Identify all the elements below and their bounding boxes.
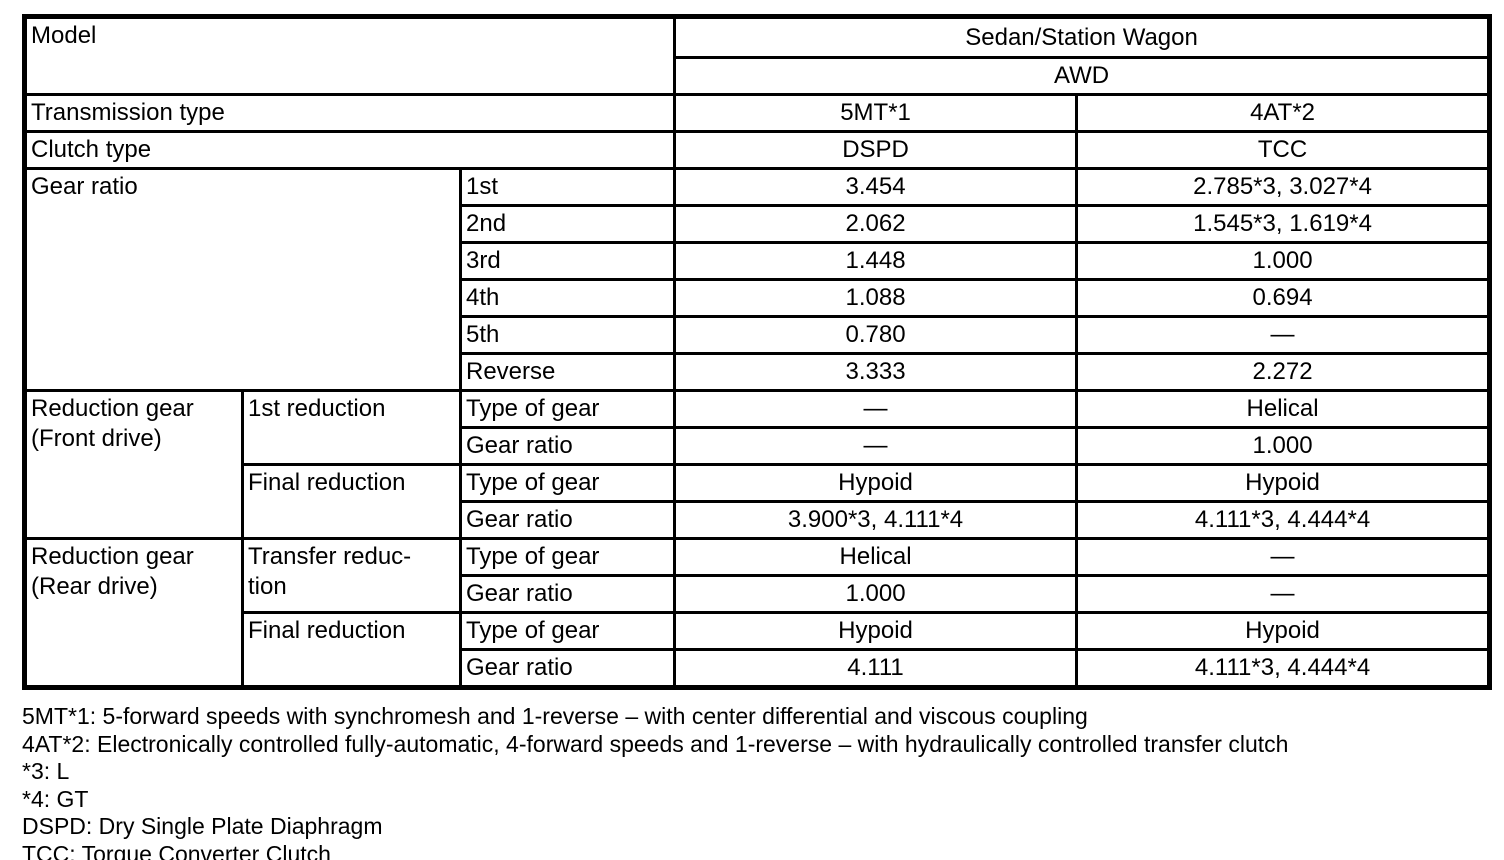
type-of-gear-label: Type of gear xyxy=(458,389,677,429)
rear-final-type-at: Hypoid xyxy=(1075,611,1492,651)
transmission-at-value: 4AT*2 xyxy=(1075,93,1492,133)
front-final-ratio-mt: 3.900*3, 4.111*4 xyxy=(673,500,1079,540)
rear-final-ratio-mt: 4.111 xyxy=(673,648,1079,689)
reduction-rear-label-line2: (Rear drive) xyxy=(31,573,158,600)
footnote-star3: *3: L xyxy=(22,758,70,784)
model-label: Model xyxy=(22,15,677,96)
row-front-1st-ratio: Gear ratio — 1.000 xyxy=(25,426,1492,466)
clutch-type-label: Clutch type xyxy=(22,130,677,170)
rear-transfer-type-mt: Helical xyxy=(673,537,1079,577)
gear-mt-value: 0.780 xyxy=(673,315,1079,355)
row-drivetrain: AWD xyxy=(25,56,1492,96)
row-front-final-ratio: Gear ratio 3.900*3, 4.111*4 4.111*3, 4.4… xyxy=(25,500,1492,540)
reduction-rear-label-line1: Reduction gear xyxy=(31,543,194,570)
row-transmission-type: Transmission type 5MT*1 4AT*2 xyxy=(22,93,1492,133)
row-rear-transfer-type: Reduction gear (Rear drive) Transfer red… xyxy=(23,537,1492,689)
gear-mt-value: 3.454 xyxy=(673,167,1079,207)
drivetrain-value: AWD xyxy=(673,56,1492,96)
row-front-1st-type: Reduction gear (Front drive) 1st reducti… xyxy=(23,389,1492,540)
rear-final-ratio-at: 4.111*3, 4.444*4 xyxy=(1075,648,1492,689)
gear-name: 3rd xyxy=(458,241,677,281)
row-gear-3rd: 3rd 1.448 1.000 xyxy=(25,241,1492,281)
gear-at-value: 2.785*3, 3.027*4 xyxy=(1075,167,1492,207)
gear-name: 2nd xyxy=(458,204,677,244)
footnote-tcc: TCC: Torque Converter Clutch xyxy=(22,840,331,860)
front-1st-type-at: Helical xyxy=(1075,389,1492,429)
gear-mt-value: 1.448 xyxy=(673,241,1079,281)
gear-name: Reverse xyxy=(458,352,677,392)
gear-name: 5th xyxy=(458,315,677,355)
footnote-star4: *4: GT xyxy=(22,785,89,812)
type-of-gear-label: Type of gear xyxy=(458,611,677,651)
gear-at-value: 2.272 xyxy=(1075,352,1492,392)
footnote-4at: 4AT*2: Electronically controlled fully-a… xyxy=(22,730,1289,757)
front-final-reduction-label: Final reduction xyxy=(241,463,462,540)
front-final-ratio-at: 4.111*3, 4.444*4 xyxy=(1075,500,1492,540)
model-body-style: Sedan/Station Wagon xyxy=(673,15,1492,59)
type-of-gear-label: Type of gear xyxy=(458,463,677,503)
gear-at-value: 1.545*3, 1.619*4 xyxy=(1075,204,1492,244)
gear-at-value: 0.694 xyxy=(1075,278,1492,318)
gear-ratio-label: Gear ratio xyxy=(23,167,462,392)
front-final-type-at: Hypoid xyxy=(1075,463,1492,503)
gear-at-value: — xyxy=(1075,315,1492,355)
rear-final-reduction-label: Final reduction xyxy=(241,611,462,689)
footnote-dspd: DSPD: Dry Single Plate Diaphragm xyxy=(22,813,383,839)
gear-mt-value: 2.062 xyxy=(673,204,1079,244)
row-rear-final-type: Final reduction Type of gear Hypoid Hypo… xyxy=(25,611,1492,689)
rear-transfer-type-at: — xyxy=(1075,537,1492,577)
front-1st-type-mt: — xyxy=(673,389,1079,429)
transmission-spec-table: Model Sedan/Station Wagon AWD Transmissi… xyxy=(22,14,1493,690)
gear-mt-value: 3.333 xyxy=(673,352,1079,392)
row-gear-4th: 4th 1.088 0.694 xyxy=(25,278,1492,318)
front-1st-reduction-label: 1st reduction xyxy=(241,389,462,466)
row-clutch-type: Clutch type DSPD TCC xyxy=(22,130,1492,170)
reduction-rear-label: Reduction gear (Rear drive) xyxy=(23,537,244,689)
gear-mt-value: 1.088 xyxy=(673,278,1079,318)
gear-ratio-sublabel: Gear ratio xyxy=(458,426,677,466)
reduction-front-label-line2: (Front drive) xyxy=(31,425,162,452)
row-gear-reverse: Reverse 3.333 2.272 xyxy=(25,352,1492,392)
row-model: Model Sedan/Station Wagon xyxy=(22,15,1492,96)
footnote-5mt: 5MT*1: 5-forward speeds with synchromesh… xyxy=(22,703,1088,729)
rear-transfer-label-line2: tion xyxy=(248,573,287,600)
rear-transfer-ratio-at: — xyxy=(1075,574,1492,614)
rear-transfer-label-line1: Transfer reduc- xyxy=(248,543,412,570)
front-final-type-mt: Hypoid xyxy=(673,463,1079,503)
transmission-type-label: Transmission type xyxy=(22,93,677,133)
row-gear-1st: Gear ratio 1st 3.454 2.785*3, 3.027*4 xyxy=(23,167,1492,392)
type-of-gear-label: Type of gear xyxy=(458,537,677,577)
row-gear-2nd: 2nd 2.062 1.545*3, 1.619*4 xyxy=(25,204,1492,244)
row-front-final-type: Final reduction Type of gear Hypoid Hypo… xyxy=(25,463,1492,540)
row-gear-5th: 5th 0.780 — xyxy=(25,315,1492,355)
gear-ratio-sublabel: Gear ratio xyxy=(458,648,677,689)
gear-ratio-sublabel: Gear ratio xyxy=(458,574,677,614)
transmission-mt-value: 5MT*1 xyxy=(673,93,1079,133)
row-rear-final-ratio: Gear ratio 4.111 4.111*3, 4.444*4 xyxy=(25,648,1492,689)
front-1st-ratio-at: 1.000 xyxy=(1075,426,1492,466)
gear-at-value: 1.000 xyxy=(1075,241,1492,281)
front-1st-ratio-mt: — xyxy=(673,426,1079,466)
rear-final-type-mt: Hypoid xyxy=(673,611,1079,651)
rear-transfer-ratio-mt: 1.000 xyxy=(673,574,1079,614)
gear-name: 1st xyxy=(458,167,677,207)
reduction-front-label: Reduction gear (Front drive) xyxy=(23,389,244,540)
clutch-mt-value: DSPD xyxy=(673,130,1079,170)
footnotes-block: 5MT*1: 5-forward speeds with synchromesh… xyxy=(22,703,1487,860)
row-rear-transfer-ratio: Gear ratio 1.000 — xyxy=(25,574,1492,614)
gear-ratio-sublabel: Gear ratio xyxy=(458,500,677,540)
gear-name: 4th xyxy=(458,278,677,318)
rear-transfer-reduction-label: Transfer reduc- tion xyxy=(241,537,462,614)
reduction-front-label-line1: Reduction gear xyxy=(31,395,194,422)
clutch-at-value: TCC xyxy=(1075,130,1492,170)
